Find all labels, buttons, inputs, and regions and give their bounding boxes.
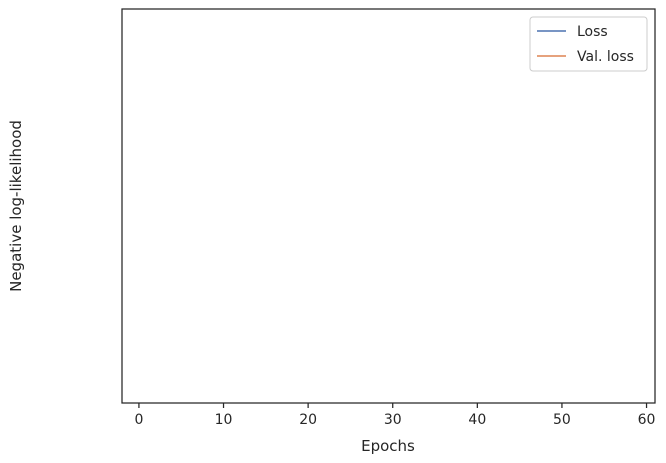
legend-label-loss: Loss: [577, 24, 608, 40]
x-axis: 0 10 20 30 40 50 60: [134, 403, 655, 428]
legend: Loss Val. loss: [529, 16, 648, 72]
plot-frame: [121, 8, 656, 404]
x-tick-label: 0: [134, 412, 143, 428]
x-tick-label: 10: [215, 412, 233, 428]
x-tick-label: 20: [299, 412, 317, 428]
x-tick-label: 50: [553, 412, 571, 428]
y-axis-label: Negative log-likelihood: [7, 120, 25, 292]
x-tick-label: 30: [384, 412, 402, 428]
x-tick-label: 40: [468, 412, 486, 428]
legend-label-val-loss: Val. loss: [577, 49, 634, 65]
x-axis-label: Epochs: [361, 437, 415, 455]
x-tick-label: 60: [638, 412, 656, 428]
